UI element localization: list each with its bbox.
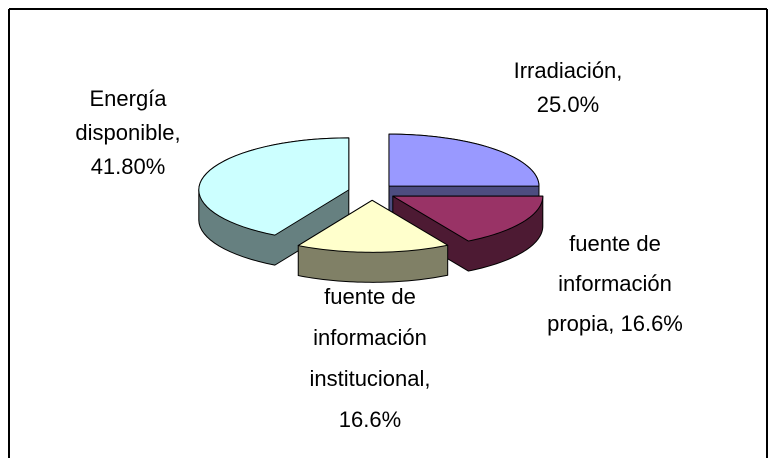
data-label: información bbox=[558, 271, 672, 296]
slice bbox=[388, 133, 540, 217]
slice bbox=[297, 199, 449, 283]
data-label: disponible, bbox=[75, 120, 180, 145]
data-label: fuente de bbox=[324, 284, 416, 309]
data-label: Irradiación, bbox=[514, 58, 623, 83]
data-label: Energía bbox=[89, 86, 167, 111]
slice bbox=[392, 195, 544, 272]
slice-top bbox=[388, 133, 540, 187]
data-label: fuente de bbox=[569, 231, 661, 256]
data-label: 41.80% bbox=[91, 154, 166, 179]
data-label: información bbox=[313, 325, 427, 350]
slice-top bbox=[297, 199, 449, 253]
slice-top bbox=[198, 137, 350, 236]
data-label: 25.0% bbox=[537, 92, 599, 117]
data-label: institucional, bbox=[309, 366, 430, 391]
slice bbox=[198, 137, 350, 266]
data-label: propia, 16.6% bbox=[547, 311, 683, 336]
slice-top bbox=[392, 195, 544, 242]
data-label: 16.6% bbox=[339, 407, 401, 432]
